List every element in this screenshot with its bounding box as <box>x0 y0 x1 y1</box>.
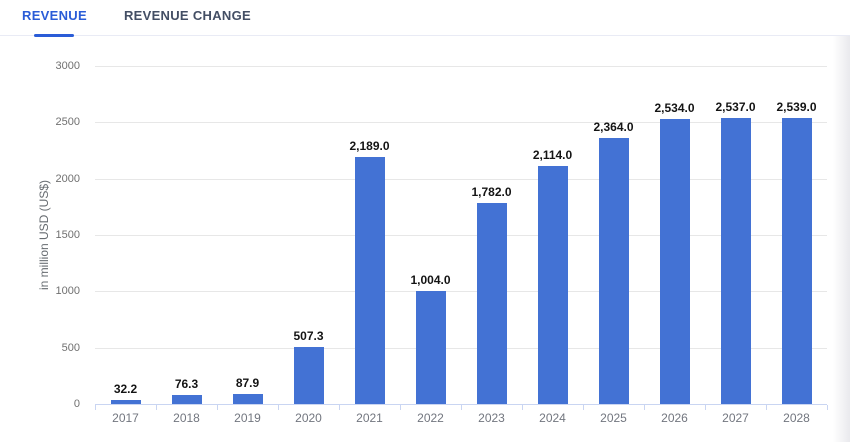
x-axis-tick <box>95 405 96 410</box>
bar-2024[interactable] <box>537 165 568 404</box>
x-tick-label-2027: 2027 <box>722 411 749 425</box>
bar-2018[interactable] <box>171 395 202 404</box>
x-axis-tick <box>278 405 279 410</box>
bar-value-label-2023: 1,782.0 <box>471 185 512 200</box>
gridline-1500 <box>95 235 827 236</box>
y-tick-label: 2000 <box>55 172 80 185</box>
bar-2027[interactable] <box>720 118 751 404</box>
x-tick-label-2023: 2023 <box>478 411 505 425</box>
bar-2022[interactable] <box>415 290 446 404</box>
x-tick-label-2022: 2022 <box>417 411 444 425</box>
y-tick-label: 1000 <box>55 285 80 298</box>
x-tick-label-2018: 2018 <box>173 411 200 425</box>
x-tick-label-2021: 2021 <box>356 411 383 425</box>
x-axis-tick <box>461 405 462 410</box>
bar-value-label-2024: 2,114.0 <box>532 147 573 162</box>
x-axis-tick <box>400 405 401 410</box>
x-tick-label-2020: 2020 <box>295 411 322 425</box>
y-tick-label: 3000 <box>55 60 80 72</box>
gridline-2000 <box>95 178 827 180</box>
tab-revenue-change[interactable]: REVENUE CHANGE <box>124 8 251 23</box>
gridline-2500 <box>95 122 827 124</box>
x-tick-label-2025: 2025 <box>600 411 627 425</box>
x-axis-tick <box>766 405 767 410</box>
x-axis-tick <box>644 405 645 410</box>
tab-revenue-change-label: REVENUE CHANGE <box>123 8 251 23</box>
gridline-500 <box>95 347 827 349</box>
x-axis-tick <box>339 405 340 410</box>
y-tick-label: 0 <box>73 398 80 410</box>
bar-2026[interactable] <box>659 118 690 404</box>
bar-value-label-2026: 2,534.0 <box>654 100 695 115</box>
bar-2023[interactable] <box>476 203 507 404</box>
tab-revenue-label: REVENUE <box>22 8 87 23</box>
y-tick-label: 2500 <box>55 116 80 129</box>
bar-value-label-2027: 2,537.0 <box>715 100 756 115</box>
bar-value-label-2020: 507.3 <box>293 328 324 343</box>
bar-2028[interactable] <box>781 117 812 404</box>
bar-value-label-2022: 1,004.0 <box>410 272 451 287</box>
x-axis-tick <box>217 405 218 410</box>
active-tab-underline <box>34 34 75 37</box>
y-tick-label: 1500 <box>55 229 80 241</box>
y-tick-label: 500 <box>61 341 80 354</box>
x-tick-label-2019: 2019 <box>234 411 261 425</box>
x-tick-label-2026: 2026 <box>661 411 688 425</box>
x-tick-label-2017: 2017 <box>112 411 139 425</box>
bar-value-label-2028: 2,539.0 <box>776 99 817 114</box>
bar-value-label-2018: 76.3 <box>174 377 199 392</box>
gridline-1000 <box>95 291 827 293</box>
bar-value-label-2017: 32.2 <box>113 382 138 397</box>
x-axis-tick <box>827 405 828 410</box>
gridline-3000 <box>95 66 827 67</box>
bar-2021[interactable] <box>354 157 385 404</box>
bar-2019[interactable] <box>232 394 263 404</box>
x-axis-tick <box>156 405 157 410</box>
bar-value-label-2025: 2,364.0 <box>593 119 634 134</box>
tab-revenue[interactable]: REVENUE <box>22 8 87 37</box>
bar-2017[interactable] <box>110 400 141 404</box>
tab-bar: REVENUE REVENUE CHANGE <box>0 0 850 37</box>
x-tick-label-2028: 2028 <box>783 411 810 425</box>
x-axis-tick <box>705 405 706 410</box>
bar-value-label-2019: 87.9 <box>235 376 260 391</box>
x-axis-tick <box>522 405 523 410</box>
x-axis-tick <box>583 405 584 410</box>
bar-value-label-2021: 2,189.0 <box>349 139 390 154</box>
x-axis-line <box>95 404 827 405</box>
bar-2025[interactable] <box>598 137 629 404</box>
x-tick-label-2024: 2024 <box>539 411 566 425</box>
bar-2020[interactable] <box>293 346 324 404</box>
